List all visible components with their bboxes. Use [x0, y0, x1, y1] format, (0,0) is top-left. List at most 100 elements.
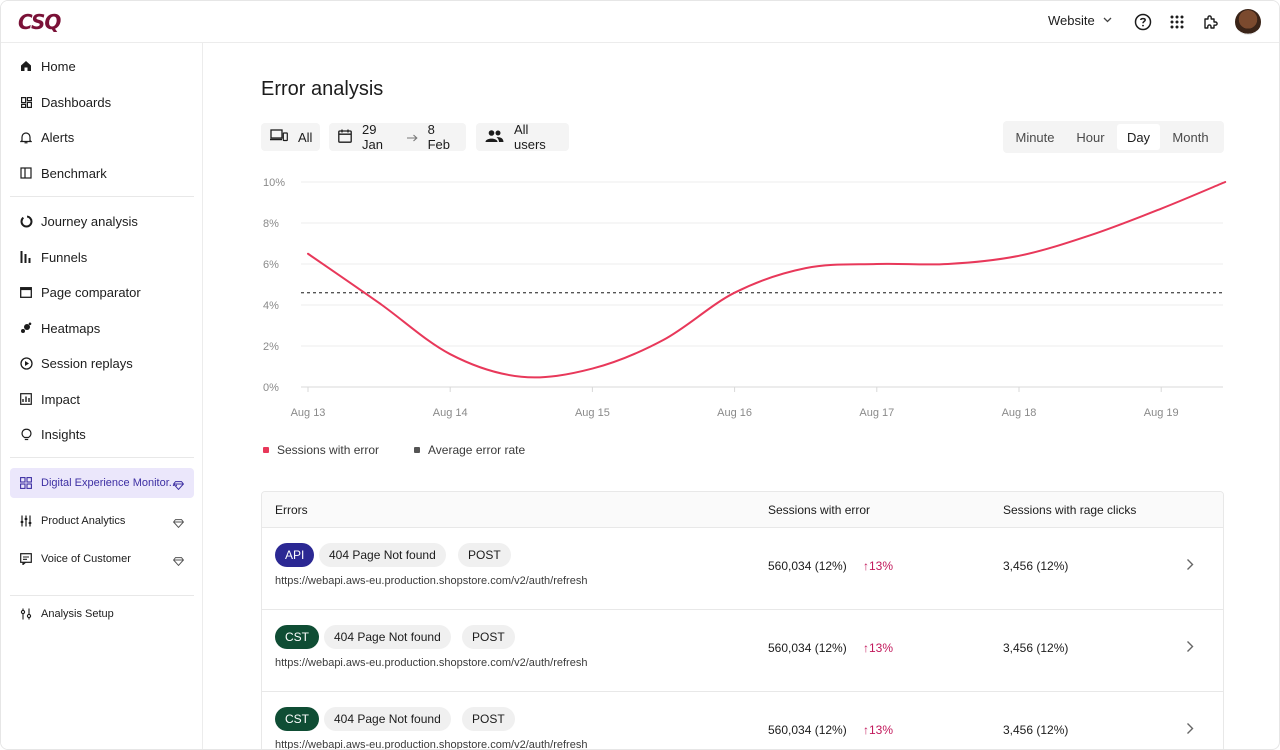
users-filter-label: All users — [514, 122, 546, 152]
granularity-minute[interactable]: Minute — [1015, 129, 1055, 145]
users-filter[interactable]: All users — [476, 122, 569, 152]
sessions-with-error-value: 560,034 (12%) — [768, 559, 847, 573]
sidebar-divider — [10, 196, 194, 197]
x-tick-label: Aug 19 — [1144, 407, 1179, 419]
change-value: 13% — [869, 559, 894, 573]
error-url: https://webapi.aws-eu.production.shopsto… — [275, 739, 588, 750]
date-from: 29 Jan — [362, 122, 383, 152]
device-filter[interactable]: All — [261, 123, 320, 151]
x-tick-label: Aug 17 — [859, 407, 894, 419]
legend-label: Sessions with error — [277, 443, 380, 457]
sidebar: Home Dashboards Alerts Benchmark Journey… — [1, 43, 203, 749]
chevron-right-icon[interactable] — [1186, 558, 1194, 576]
x-tick-label: Aug 13 — [291, 407, 326, 419]
sidebar-item-label: Home — [41, 58, 76, 74]
sidebar-item-dashboards[interactable]: Dashboards — [10, 87, 194, 117]
y-tick-label: 6% — [263, 259, 279, 271]
x-tick-label: Aug 15 — [575, 407, 610, 419]
help-icon[interactable] — [1133, 12, 1153, 32]
sidebar-item-analysis-setup[interactable]: Analysis Setup — [10, 599, 194, 629]
page-title: Error analysis — [261, 78, 384, 100]
apps-grid-icon[interactable] — [1167, 12, 1187, 32]
sessions-with-error-value: 560,034 (12%) — [768, 641, 847, 655]
product-analytics-icon — [19, 514, 33, 528]
legend-item-average-error-rate: Average error rate — [414, 443, 525, 457]
granularity-toggle: Minute Hour Day Month — [1003, 121, 1224, 153]
sidebar-item-alerts[interactable]: Alerts — [10, 122, 194, 152]
date-to: 8 Feb — [427, 122, 450, 152]
error-badge: 404 Page Not found — [324, 707, 451, 731]
sidebar-item-benchmark[interactable]: Benchmark — [10, 158, 194, 188]
sidebar-item-product-analytics[interactable]: Product Analytics — [10, 506, 194, 536]
change-indicator: ↑13% — [863, 723, 894, 737]
error-rate-chart: 0% 2% 4% 6% 8% 10% Aug 13 Aug 14 Aug 15 Aug 16 Aug… — [263, 177, 1227, 419]
table-row[interactable]: API 404 Page Not found POST https://weba… — [262, 528, 1223, 610]
puzzle-icon[interactable] — [1200, 12, 1220, 32]
users-icon — [485, 129, 504, 145]
sidebar-item-digital-experience-monitor[interactable]: Digital Experience Monitor... — [10, 468, 194, 498]
site-selector[interactable]: Website — [1048, 13, 1112, 28]
main-content: Error analysis All 29 Jan 8 Feb All user… — [203, 43, 1279, 750]
x-tick-label: Aug 18 — [1002, 407, 1037, 419]
y-tick-label: 2% — [263, 341, 279, 353]
site-selector-label: Website — [1048, 13, 1095, 28]
sidebar-item-voice-of-customer[interactable]: Voice of Customer — [10, 544, 194, 574]
rage-clicks-value: 3,456 (12%) — [1003, 723, 1069, 737]
brand-logo[interactable]: CSQ — [18, 10, 61, 34]
granularity-hour[interactable]: Hour — [1076, 129, 1105, 145]
error-url: https://webapi.aws-eu.production.shopsto… — [275, 657, 588, 669]
x-tick-label: Aug 14 — [433, 407, 468, 419]
arrow-right-icon — [406, 130, 418, 145]
y-tick-label: 8% — [263, 218, 279, 230]
sidebar-item-home[interactable]: Home — [10, 51, 194, 81]
calendar-icon — [338, 129, 352, 146]
legend-swatch — [414, 447, 420, 453]
sidebar-item-label: Benchmark — [41, 165, 107, 181]
play-circle-icon — [19, 356, 33, 370]
sidebar-item-label: Product Analytics — [41, 515, 126, 527]
chevron-down-icon — [1103, 15, 1112, 26]
sidebar-item-page-comparator[interactable]: Page comparator — [10, 277, 194, 307]
error-url: https://webapi.aws-eu.production.shopsto… — [275, 575, 588, 587]
legend-swatch — [263, 447, 269, 453]
sidebar-item-session-replays[interactable]: Session replays — [10, 348, 194, 378]
table-row[interactable]: CST 404 Page Not found POST https://weba… — [262, 692, 1223, 750]
benchmark-icon — [19, 166, 33, 180]
legend-item-sessions-with-error: Sessions with error — [263, 443, 379, 457]
feedback-icon — [19, 552, 33, 566]
devices-icon — [270, 129, 288, 145]
change-indicator: ↑13% — [863, 559, 894, 573]
date-range-filter[interactable]: 29 Jan 8 Feb — [329, 122, 466, 152]
column-header-sessions-with-error: Sessions with error — [768, 503, 871, 517]
chevron-right-icon[interactable] — [1186, 640, 1194, 658]
granularity-day[interactable]: Day — [1117, 124, 1160, 150]
sidebar-item-journey-analysis[interactable]: Journey analysis — [10, 206, 194, 236]
error-badge: 404 Page Not found — [319, 543, 446, 567]
column-header-errors: Errors — [275, 503, 308, 517]
sessions-with-error-value: 560,034 (12%) — [768, 723, 847, 737]
heatmap-icon — [19, 321, 33, 335]
top-bar: CSQ Website — [1, 1, 1279, 43]
rage-clicks-value: 3,456 (12%) — [1003, 559, 1069, 573]
sidebar-item-insights[interactable]: Insights — [10, 419, 194, 449]
user-avatar[interactable] — [1235, 9, 1261, 35]
sidebar-item-label: Voice of Customer — [41, 553, 131, 565]
sidebar-item-impact[interactable]: Impact — [10, 384, 194, 414]
sidebar-item-heatmaps[interactable]: Heatmaps — [10, 313, 194, 343]
bell-icon — [19, 130, 33, 144]
diamond-icon — [172, 553, 185, 571]
diamond-icon — [172, 515, 185, 533]
granularity-month[interactable]: Month — [1172, 129, 1209, 145]
error-badge: 404 Page Not found — [324, 625, 451, 649]
sidebar-item-label: Journey analysis — [41, 213, 138, 229]
column-header-rage-clicks: Sessions with rage clicks — [1003, 503, 1137, 517]
lightbulb-icon — [19, 427, 33, 441]
source-badge: API — [275, 543, 315, 567]
sidebar-item-funnels[interactable]: Funnels — [10, 242, 194, 272]
impact-icon — [19, 392, 33, 406]
monitor-icon — [19, 476, 33, 490]
chevron-right-icon[interactable] — [1186, 722, 1194, 740]
table-row[interactable]: CST 404 Page Not found POST https://weba… — [262, 610, 1223, 692]
method-badge: POST — [462, 625, 515, 649]
source-badge: CST — [275, 707, 319, 731]
